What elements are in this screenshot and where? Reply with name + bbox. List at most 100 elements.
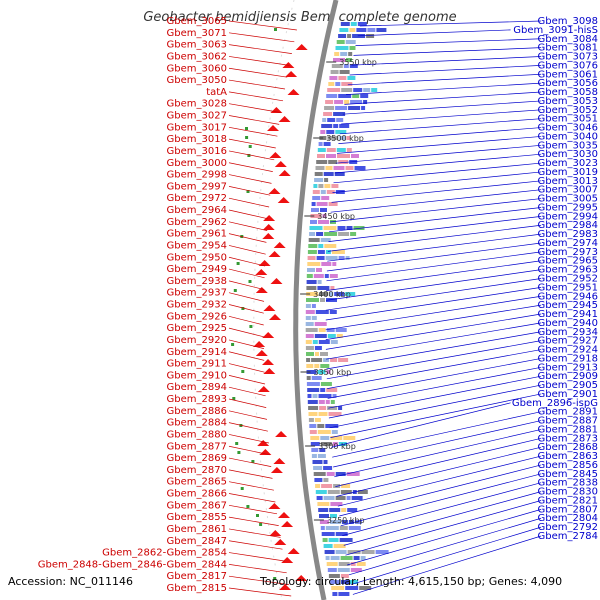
gene-block (329, 76, 338, 80)
feature-dot (246, 505, 250, 508)
gene-block (317, 286, 330, 290)
gene-block (305, 340, 312, 344)
feature-dot (256, 514, 259, 517)
left-label-connector (228, 528, 281, 538)
gene-block (330, 358, 338, 362)
right-gene-label: Gbem_3040 (538, 131, 598, 142)
gene-block (314, 178, 324, 182)
gene-block (323, 172, 334, 176)
gene-block (317, 424, 325, 428)
gene-block (335, 472, 346, 476)
gene-block (333, 544, 346, 548)
gene-block (307, 400, 318, 404)
gene-block (322, 214, 327, 218)
gene-block (352, 94, 360, 98)
left-gene-label: Gbem_2817 (167, 571, 227, 582)
gene-block (329, 274, 338, 278)
gene-block (326, 370, 331, 374)
left-label-connector (228, 575, 289, 585)
gene-block (338, 562, 350, 566)
left-label-connector (228, 422, 268, 432)
feature-dot (259, 523, 263, 526)
gene-block (330, 502, 343, 506)
gene-block (330, 286, 335, 290)
gene-block (308, 412, 318, 416)
gene-block (350, 22, 357, 26)
gene-block (337, 154, 350, 158)
left-label-connector (228, 540, 283, 550)
right-label-connector (325, 269, 542, 301)
gene-arrow (279, 584, 292, 590)
gene-block (321, 196, 330, 200)
left-label-connector (228, 150, 275, 161)
gene-block (320, 442, 332, 446)
left-gene-labels: Gbem_3065Gbem_3071Gbem_3063Gbem_3062Gbem… (38, 16, 297, 597)
gene-block (316, 496, 323, 500)
gene-block (307, 250, 317, 254)
gene-block (308, 244, 318, 248)
left-label-connector (228, 91, 284, 102)
right-label-connector (337, 455, 542, 507)
left-gene-label: Gbem_2910 (167, 370, 227, 381)
gene-block (315, 310, 329, 314)
gene-block (323, 466, 333, 470)
right-label-connector (330, 189, 542, 213)
gene-block (361, 550, 375, 554)
right-label-connector (353, 47, 542, 56)
gene-block (345, 166, 354, 170)
gene-block (346, 58, 352, 62)
gene-block (310, 220, 317, 224)
left-label-connector (228, 126, 278, 137)
gene-block (306, 358, 311, 362)
right-gene-label: Gbem_2873 (538, 433, 598, 444)
right-label-connector (336, 446, 542, 497)
gene-block (305, 328, 318, 332)
right-gene-label: Gbem_2973 (538, 247, 598, 258)
right-gene-label: Gbem_3053 (538, 96, 598, 107)
gene-block (340, 52, 348, 56)
right-label-connector (351, 56, 542, 66)
gene-arrow (270, 467, 283, 473)
gene-arrow (268, 503, 281, 509)
gene-block (314, 334, 327, 338)
right-gene-label: Gbem_3023 (538, 158, 598, 169)
right-label-connector (345, 82, 542, 95)
right-label-connector (349, 65, 542, 76)
gene-block (319, 292, 329, 296)
right-label-connector (345, 500, 542, 556)
left-label-connector (228, 363, 265, 373)
feature-dot (237, 451, 241, 454)
gene-block (349, 64, 358, 68)
accession-text: Accession: NC_011146 (8, 575, 134, 588)
gene-block (315, 352, 319, 356)
right-label-connector (326, 322, 542, 360)
gene-block (331, 250, 345, 254)
right-gene-label: Gbem_2863 (538, 451, 598, 462)
gene-arrow (262, 233, 275, 239)
gene-block (338, 358, 349, 362)
gene-block (344, 100, 350, 104)
gene-block (320, 190, 326, 194)
scale-tick-label: 3550 kbp (339, 58, 377, 67)
gene-block (339, 136, 346, 140)
gene-block (325, 424, 339, 428)
gene-block (339, 538, 353, 542)
gene-block (315, 490, 327, 494)
gene-block (346, 226, 353, 230)
gene-block (330, 436, 343, 440)
gene-block (323, 226, 337, 230)
left-gene-label: Gbem_2964 (167, 205, 227, 216)
feature-dot (251, 460, 255, 463)
right-gene-label: Gbem_2784 (538, 531, 598, 542)
gene-block (318, 328, 326, 332)
left-gene-label: Gbem_2938 (167, 276, 227, 287)
gene-block (331, 430, 338, 434)
left-gene-label: Gbem_2877 (167, 441, 227, 452)
left-label-connector (228, 162, 273, 172)
gene-block (346, 136, 351, 140)
gene-arrow (295, 44, 308, 50)
right-gene-label: Gbem_3051 (538, 114, 598, 125)
gene-block (310, 436, 320, 440)
gene-block (312, 196, 321, 200)
feature-dot (249, 325, 253, 328)
